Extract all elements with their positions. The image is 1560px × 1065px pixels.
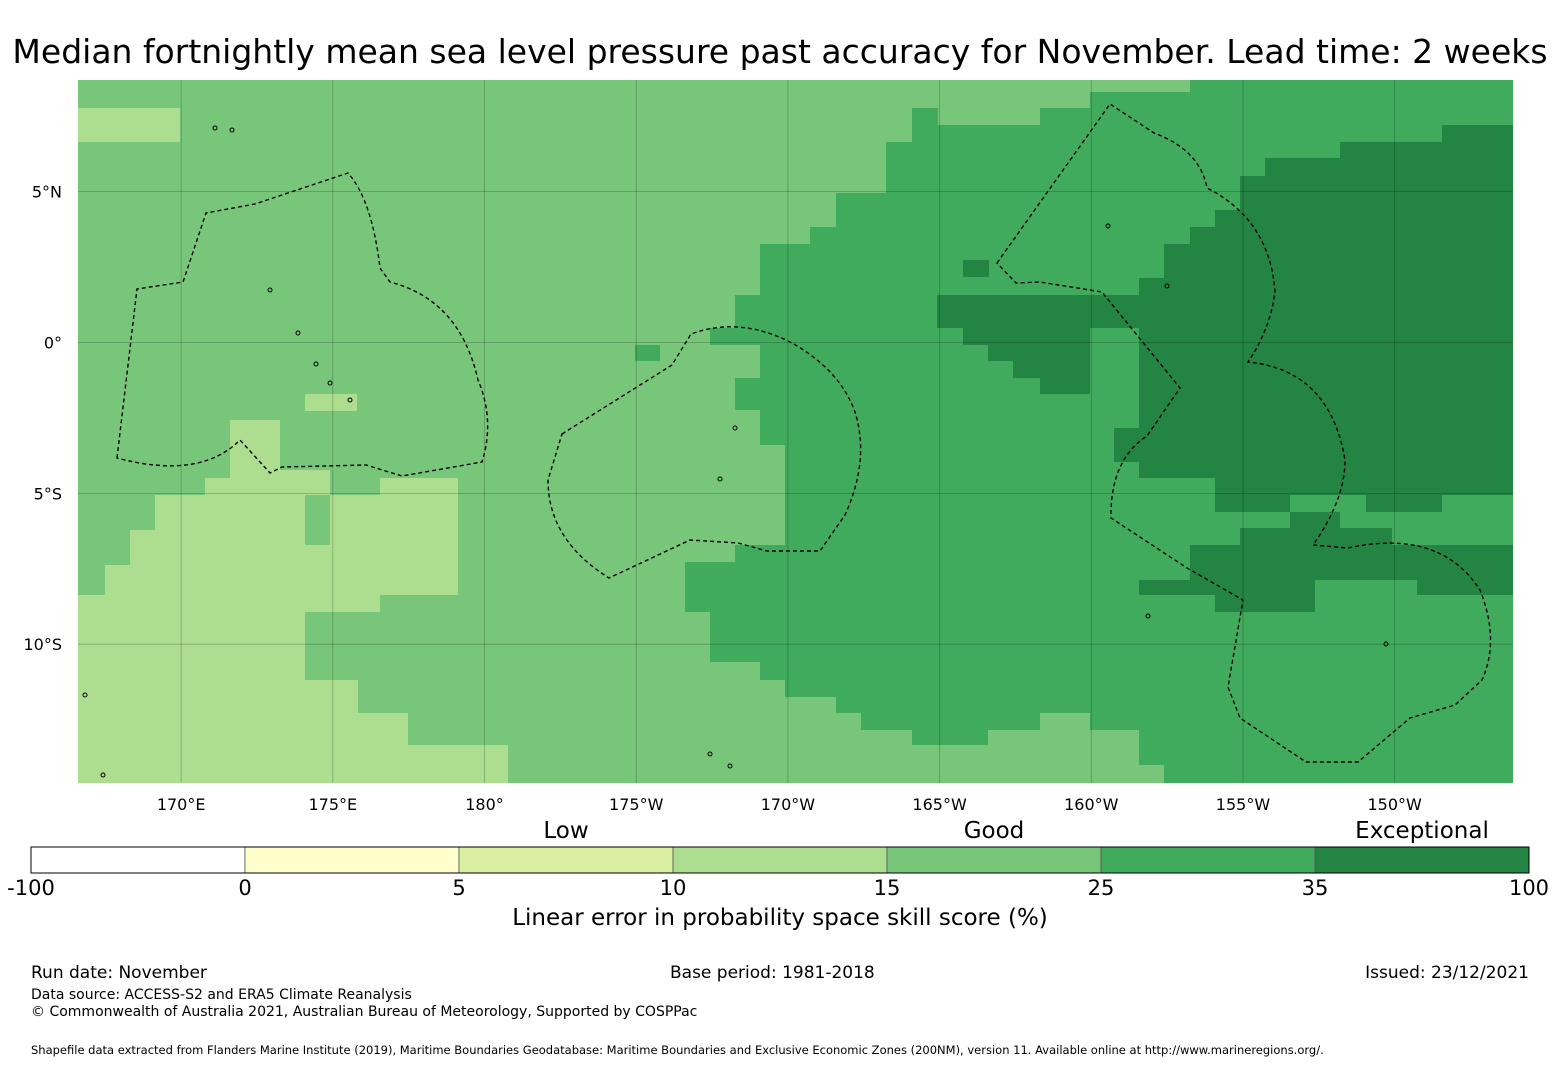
longitude-tick-label: 175°E [309,795,358,814]
colorbar-tick-label: -100 [7,876,55,900]
colorbar-tick-label: 25 [1087,876,1115,900]
island [1383,641,1389,647]
longitude-tick-label: 155°W [1216,795,1271,814]
data-source: Data source: ACCESS-S2 and ERA5 Climate … [31,987,412,1003]
shapefile-credit: Shapefile data extracted from Flanders M… [31,1043,1324,1057]
longitude-tick-label: 165°W [912,795,967,814]
colorbar-bin [244,846,460,874]
island [100,772,106,778]
skill-region-exceptional-patch [963,260,989,277]
skill-map [78,80,1513,783]
skill-region-light-patch [305,394,357,411]
colorbar-tick-label: 0 [238,876,252,900]
longitude-tick-label: 150°W [1368,795,1423,814]
issued-date: Issued: 23/12/2021 [1365,963,1529,983]
island [1164,283,1170,289]
island [313,361,319,367]
island [347,397,353,403]
eez-boundaries [82,103,1492,778]
latitude-tick-label: 5°S [34,484,62,503]
colorbar [30,846,1530,874]
longitude-labels: 170°E 175°E 180° 175°W 170°W 165°W 160°W 155°W 1… [157,795,1422,814]
latitude-tick-label: 5°N [32,183,62,202]
latitude-tick-label: 0° [44,333,62,352]
longitude-tick-label: 170°W [761,795,816,814]
colorbar-category-label: Low [543,818,589,844]
colorbar-frame [30,846,1530,874]
run-date: Run date: November [31,963,207,983]
colorbar-category-label: Good [963,818,1025,844]
colorbar-tick-label: 35 [1301,876,1329,900]
longitude-tick-label: 170°E [157,795,206,814]
island [732,425,738,431]
skill-region-exceptional-south [1139,512,1513,612]
longitude-tick-label: 175°W [609,795,664,814]
island [229,127,235,133]
skill-region-exceptional-west [937,295,1114,394]
colorbar-tick-label: 15 [873,876,901,900]
longitude-tick-label: 160°W [1064,795,1119,814]
island [707,751,713,757]
colorbar-axis-title: Linear error in probability space skill … [512,905,1048,931]
copyright: © Commonwealth of Australia 2021, Austra… [31,1004,698,1020]
island [212,125,218,131]
colorbar-bin [672,846,888,874]
colorbar-bin [886,846,1102,874]
skill-region-high-patch [635,345,660,361]
colorbar-bin [458,846,674,874]
colorbar-bin [1100,846,1316,874]
longitude-tick-label: 180° [465,795,504,814]
colorbar-tick-label: 5 [452,876,466,900]
skill-region-patch [305,595,458,745]
latitude-labels: 5°N 0° 5°S 10°S [23,183,62,655]
colorbar-bin [1314,846,1530,874]
island [1105,223,1111,229]
island [82,692,88,698]
base-period: Base period: 1981-2018 [670,963,875,983]
colorbar-tick-label: 100 [1508,876,1550,900]
colorbar-tick-label: 10 [659,876,687,900]
eez-boundary [116,172,489,477]
island [295,330,301,336]
chart-title: Median fortnightly mean sea level pressu… [12,32,1548,71]
skill-region-high-patch [912,108,938,125]
latitude-tick-label: 10°S [23,635,62,654]
graticule [78,80,1513,783]
colorbar-bin [30,846,246,874]
island [327,380,333,386]
colorbar-category-label: Exceptional [1355,818,1489,844]
skill-region-exceptional [1114,125,1513,512]
island [1145,613,1151,619]
skill-region-patch [280,495,330,545]
island [717,476,723,482]
eez-boundary [547,326,862,579]
skill-region-light-nw [78,108,180,142]
island [267,287,273,293]
island [727,763,733,769]
